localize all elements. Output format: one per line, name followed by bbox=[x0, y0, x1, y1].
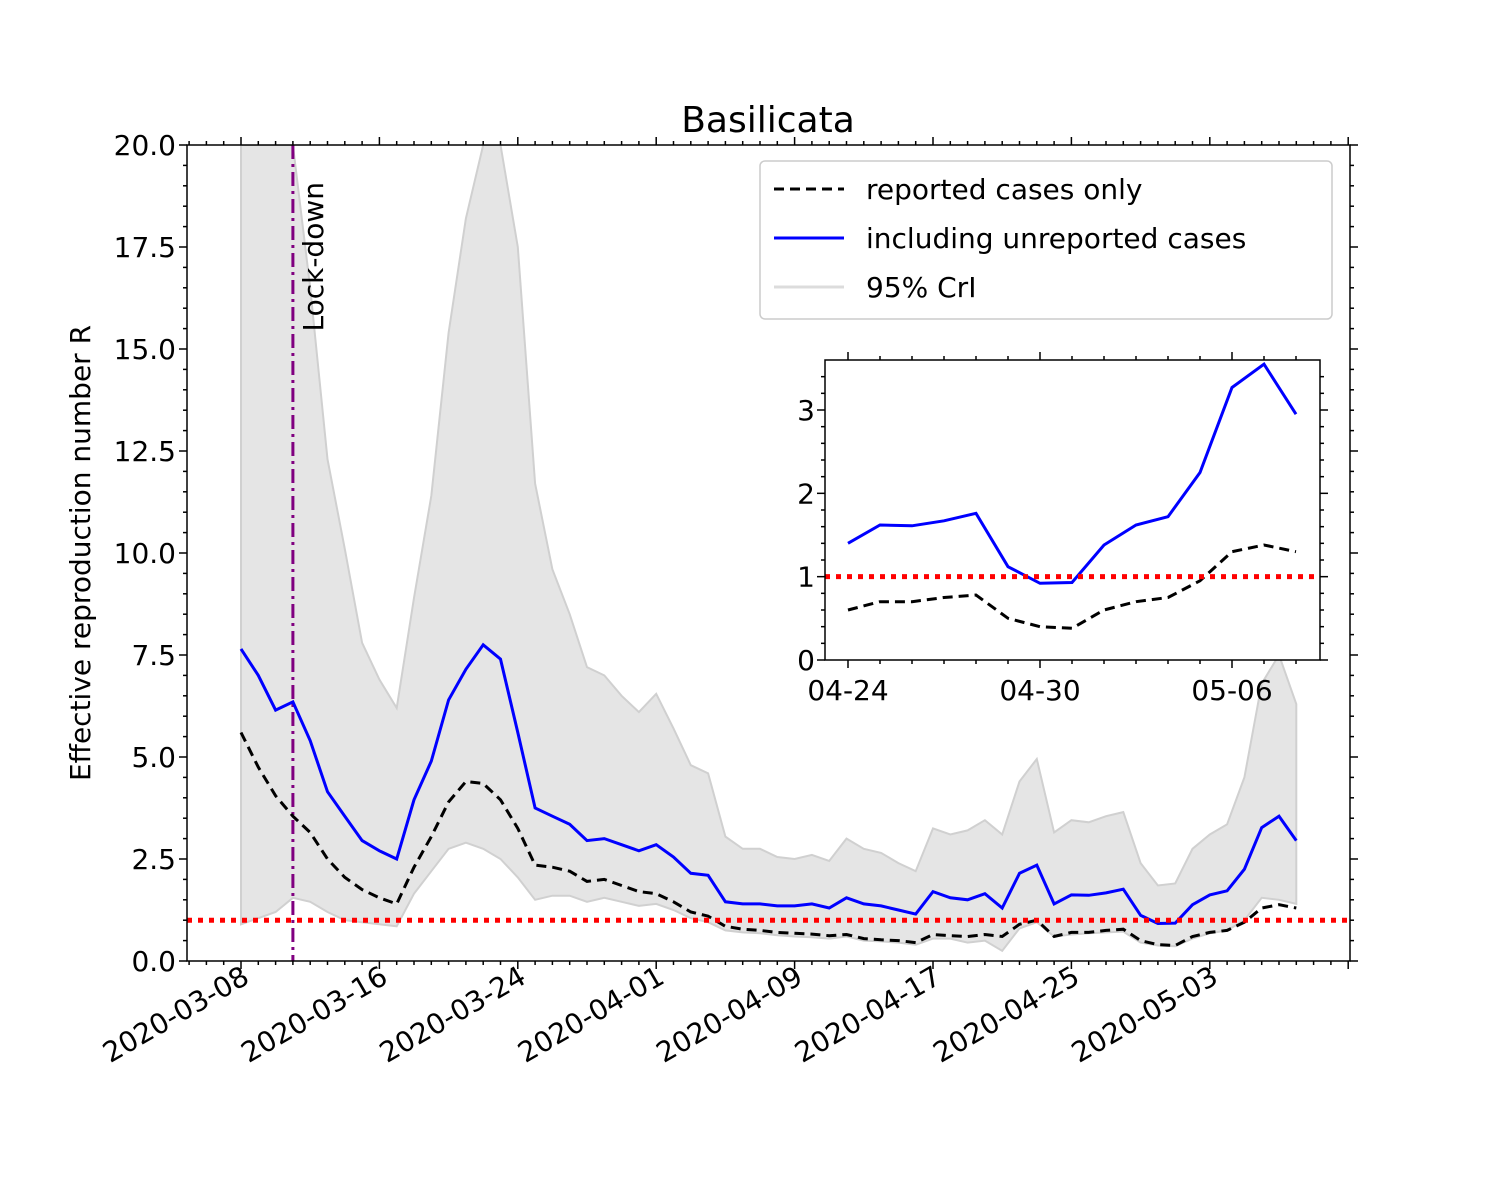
y-tick-label: 5.0 bbox=[131, 741, 176, 774]
chart-title: Basilicata bbox=[681, 100, 855, 141]
legend-crl-label: 95% CrI bbox=[866, 271, 976, 304]
inset-axes: 0 1 2 3 04-24 04-30 05-06 bbox=[797, 352, 1328, 707]
inset-series-reported-line bbox=[847, 543, 1297, 630]
inset-y-tick-label: 0 bbox=[797, 644, 815, 677]
y-axis-label: Effective reproduction number R bbox=[64, 325, 97, 781]
inset-series-including-line bbox=[847, 362, 1298, 585]
y-tick-label: 10.0 bbox=[114, 537, 176, 570]
legend-including-label: including unreported cases bbox=[866, 222, 1246, 255]
inset-y-tick-label: 3 bbox=[797, 394, 815, 427]
inset-plot-area bbox=[825, 360, 1320, 660]
lockdown-label: Lock-down bbox=[297, 182, 330, 332]
y-tick-label: 12.5 bbox=[114, 435, 176, 468]
main-plot-area: Lock-down bbox=[187, 145, 1350, 961]
crl-band bbox=[240, 145, 1298, 953]
y-tick-label: 0.0 bbox=[131, 945, 176, 978]
y-tick-label: 17.5 bbox=[114, 231, 176, 264]
legend-frame bbox=[759, 160, 1333, 320]
inset-y-tick-label: 2 bbox=[797, 477, 815, 510]
inset-x-tick-label: 04-30 bbox=[999, 674, 1080, 707]
inset-y-tick-label: 1 bbox=[797, 561, 815, 594]
y-tick-label: 7.5 bbox=[131, 639, 176, 672]
legend: reported cases only including unreported… bbox=[759, 160, 1333, 320]
series-including-line bbox=[239, 642, 1298, 926]
legend-reported-label: reported cases only bbox=[866, 173, 1143, 206]
inset-background bbox=[825, 360, 1320, 660]
y-tick-label: 20.0 bbox=[114, 129, 176, 162]
series-reported-line bbox=[239, 731, 1297, 948]
y-tick-label: 15.0 bbox=[114, 333, 176, 366]
y-tick-label: 2.5 bbox=[131, 843, 176, 876]
inset-x-tick-label: 04-24 bbox=[807, 674, 888, 707]
inset-x-tick-label: 05-06 bbox=[1191, 674, 1272, 707]
